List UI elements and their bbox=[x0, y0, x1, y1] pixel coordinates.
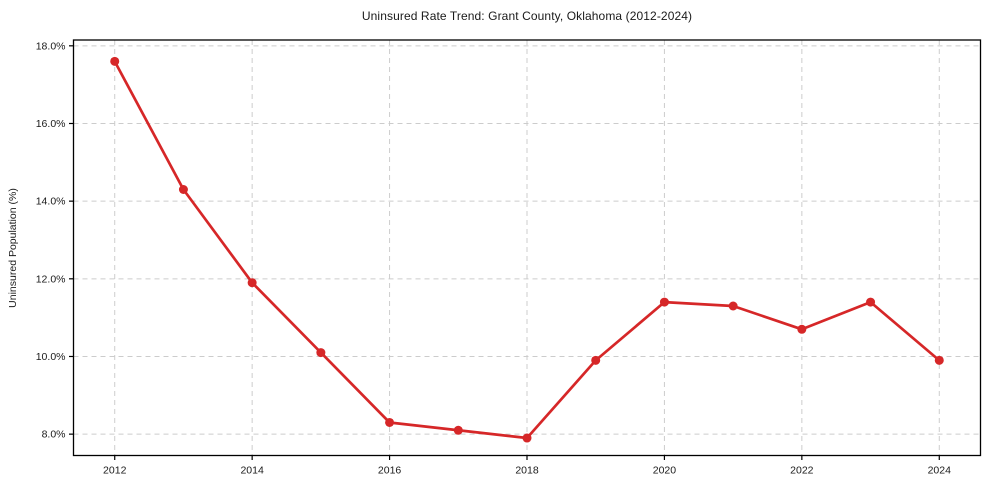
data-point bbox=[453, 425, 463, 435]
x-tick-label: 2018 bbox=[515, 465, 539, 477]
y-tick-label: 12.0% bbox=[36, 273, 66, 285]
chart-title: Uninsured Rate Trend: Grant County, Okla… bbox=[361, 9, 693, 23]
data-point bbox=[728, 301, 738, 311]
x-tick-label: 2020 bbox=[653, 465, 677, 477]
y-tick-label: 10.0% bbox=[36, 351, 66, 363]
x-tick-label: 2016 bbox=[378, 465, 402, 477]
y-tick-label: 14.0% bbox=[36, 196, 66, 208]
data-point bbox=[797, 324, 807, 334]
data-point bbox=[866, 297, 876, 307]
data-point bbox=[385, 417, 395, 427]
data-point bbox=[591, 355, 601, 365]
data-point bbox=[522, 433, 532, 443]
data-point bbox=[934, 355, 944, 365]
data-point bbox=[178, 185, 188, 195]
y-tick-label: 16.0% bbox=[36, 118, 66, 130]
data-point bbox=[659, 297, 669, 307]
x-tick-label: 2012 bbox=[103, 465, 127, 477]
x-tick-label: 2022 bbox=[790, 465, 814, 477]
data-point bbox=[247, 278, 257, 288]
data-point bbox=[316, 348, 326, 358]
y-tick-label: 8.0% bbox=[42, 429, 66, 441]
data-point bbox=[110, 56, 120, 66]
y-tick-label: 18.0% bbox=[36, 40, 66, 52]
x-tick-label: 2024 bbox=[928, 465, 952, 477]
x-tick-label: 2014 bbox=[240, 465, 264, 477]
